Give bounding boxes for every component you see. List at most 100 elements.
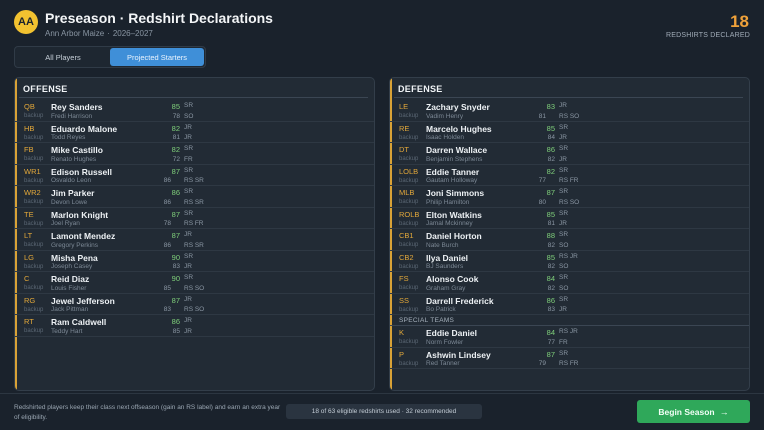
position-label: FS <box>399 274 409 283</box>
backup-name: Fredi Harrison <box>51 112 93 120</box>
starter-overall: 87 <box>546 188 555 197</box>
player-row[interactable]: ROLB Elton Watkins 85 SR backup Jamal Mckinne… <box>390 208 749 229</box>
backup-overall: 83 <box>547 306 555 313</box>
backup-overall: 82 <box>547 155 555 163</box>
starter-overall: 86 <box>171 188 180 197</box>
backup-label: backup <box>399 339 419 345</box>
player-row[interactable]: MLB Joni Simmons 87 SR backup Philip Hamilton… <box>390 186 749 208</box>
position-label: WR2 <box>24 188 41 197</box>
starter-overall: 84 <box>546 328 555 337</box>
backup-name: Bo Patrick <box>426 306 456 313</box>
player-row[interactable]: LT Lamont Mendez 87 JR backup Gregory Perkins… <box>15 229 374 251</box>
backup-class: SO <box>184 112 194 120</box>
starter-name: Alonso Cook <box>426 274 479 284</box>
starter-class: JR <box>559 102 567 109</box>
starter-class: SR <box>559 188 569 195</box>
position-label: RE <box>399 123 410 133</box>
backup-class: FR <box>559 338 568 346</box>
defense-panel: DEFENSE LE Zachary Snyder 83 JR backup Vadim … <box>389 77 750 391</box>
starter-class: SR <box>559 231 569 238</box>
player-row[interactable]: CB2 Ilya Daniel 85 RS JR backup BJ Saunders 82… <box>390 251 749 272</box>
backup-name: Graham Gray <box>426 284 466 292</box>
backup-label: backup <box>24 263 44 270</box>
backup-overall: 82 <box>547 284 555 292</box>
starter-class: RS JR <box>559 252 578 260</box>
starter-overall: 85 <box>546 252 555 262</box>
team-name: Ann Arbor Maize <box>45 29 105 38</box>
player-row[interactable]: WR2 Jim Parker 86 SR backup Devon Lowe 86 RS SR <box>15 186 374 208</box>
starter-name: Mike Castillo <box>51 145 103 155</box>
position-label: CB2 <box>399 252 414 262</box>
starter-overall: 82 <box>171 123 180 133</box>
position-label: RT <box>24 317 34 326</box>
backup-name: Renato Hughes <box>51 155 97 163</box>
player-row[interactable]: HB Eduardo Malone 82 JR backup Todd Reyes 81 JR <box>15 122 374 143</box>
redshirt-summary-pill: 18 of 63 eligible redshirts used · 32 re… <box>286 404 482 419</box>
starter-name: Marlon Knight <box>51 209 109 220</box>
starter-class: JR <box>184 123 192 131</box>
starter-name: Lamont Mendez <box>51 231 116 241</box>
player-row[interactable]: SS Darrell Frederick 86 SR backup Bo Patrick 8… <box>390 294 749 315</box>
backup-overall: 80 <box>538 198 546 206</box>
page-title: Preseason · Redshirt Declarations <box>45 10 273 26</box>
player-row[interactable]: LOLB Eddie Tanner 82 SR backup Gautam Hollowa… <box>390 165 749 186</box>
player-row[interactable]: LE Zachary Snyder 83 JR backup Vadim Henry 81 R… <box>390 100 749 122</box>
page-subtitle: Ann Arbor Maize · 2026–2027 <box>45 29 153 38</box>
position-label: QB <box>24 102 35 111</box>
position-label: WR1 <box>24 166 41 176</box>
player-row[interactable]: P Ashwin Lindsey 87 SR backup Red Tanner 79 RS … <box>390 348 749 369</box>
starter-overall: 87 <box>171 166 180 176</box>
player-row[interactable]: QB Rey Sanders 85 SR backup Fredi Harrison 78 S… <box>15 100 374 122</box>
starter-name: Misha Pena <box>51 252 98 263</box>
player-row[interactable]: DT Darren Wallace 86 SR backup Benjamin Steph… <box>390 143 749 165</box>
player-row[interactable]: RT Ram Caldwell 86 JR backup Teddy Hart 85 JR <box>15 315 374 337</box>
player-row[interactable]: C Reid Diaz 90 SR backup Louis Fisher 85 RS SO <box>15 272 374 294</box>
starter-class: SR <box>184 166 194 174</box>
starter-class: SR <box>184 145 194 152</box>
defense-starters: LE Zachary Snyder 83 JR backup Vadim Henry 81 R… <box>390 100 749 315</box>
tab-all-players[interactable]: All Players <box>45 52 81 62</box>
backup-label: backup <box>399 242 419 248</box>
backup-class: RS SR <box>184 177 204 184</box>
backup-overall: 85 <box>172 327 180 335</box>
begin-season-button[interactable]: Begin Season → <box>637 400 750 423</box>
position-label: FB <box>24 145 34 154</box>
starter-class: SR <box>559 166 569 174</box>
player-row[interactable]: LG Misha Pena 90 SR backup Joseph Casey 83 JR <box>15 251 374 272</box>
starter-name: Ram Caldwell <box>51 317 107 327</box>
player-row[interactable]: RG Jewel Jefferson 87 JR backup Jack Pittman 8… <box>15 294 374 315</box>
backup-name: Vadim Henry <box>426 112 464 120</box>
player-row[interactable]: FB Mike Castillo 82 SR backup Renato Hughes 72… <box>15 143 374 165</box>
backup-overall: 78 <box>172 112 180 120</box>
backup-class: RS SO <box>559 198 580 206</box>
player-row[interactable]: WR1 Edison Russell 87 SR backup Osvaldo Leon 8… <box>15 165 374 186</box>
player-row[interactable]: K Eddie Daniel 84 RS JR backup Norm Fowler 77 F… <box>390 326 749 348</box>
view-toggle: All Players Projected Starters <box>14 46 206 68</box>
backup-class: RS SR <box>184 198 204 206</box>
backup-class: JR <box>559 134 567 141</box>
player-row[interactable]: TE Marlon Knight 87 SR backup Joel Ryan 78 RS F… <box>15 208 374 229</box>
starter-class: RS JR <box>559 328 578 335</box>
starter-overall: 86 <box>546 295 555 305</box>
backup-name: Philip Hamilton <box>426 198 470 206</box>
redshirts-count-label: REDSHIRTS DECLARED <box>666 32 750 39</box>
starter-overall: 82 <box>171 145 180 154</box>
starter-overall: 85 <box>546 123 555 133</box>
backup-overall: 82 <box>547 263 555 270</box>
backup-class: FR <box>184 155 193 163</box>
backup-class: JR <box>559 306 567 313</box>
redshirts-count: 18 <box>730 12 749 31</box>
special-teams-label: SPECIAL TEAMS <box>390 315 749 326</box>
starter-name: Daniel Horton <box>426 231 482 241</box>
player-row[interactable]: CB1 Daniel Horton 88 SR backup Nate Burch 82 SO <box>390 229 749 251</box>
player-row[interactable]: RE Marcelo Hughes 85 SR backup Isaac Holden 84… <box>390 122 749 143</box>
starter-overall: 82 <box>546 166 555 176</box>
tab-projected-starters[interactable]: Projected Starters <box>110 48 204 66</box>
starter-overall: 87 <box>171 295 180 305</box>
backup-overall: 77 <box>547 338 555 346</box>
backup-class: RS SO <box>559 112 580 120</box>
backup-name: Louis Fisher <box>51 284 87 292</box>
starter-class: SR <box>559 209 569 217</box>
starter-name: Eddie Daniel <box>426 328 478 338</box>
player-row[interactable]: FS Alonso Cook 84 SR backup Graham Gray 82 SO <box>390 272 749 294</box>
